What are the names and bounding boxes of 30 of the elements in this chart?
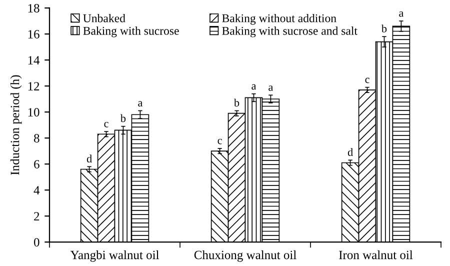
data-label: c [104,122,108,128]
y-tick-label: 6 [34,160,40,168]
y-tick-label: 0 [34,238,40,247]
data-label: a [268,86,274,91]
x-tick-label: Yangbi walnut oil [70,250,160,262]
data-label: b [234,98,240,107]
y-tick-label: 2 [34,212,40,220]
y-tick-label: 10 [28,108,40,116]
y-tick-label: 18 [28,4,40,12]
data-label: d [348,148,353,156]
y-axis-title: Induction period (h) [10,75,22,175]
data-label: c [218,138,222,144]
data-label: a [138,101,143,107]
legend-label: Baking with sucrose [83,26,179,38]
data-label: a [252,84,256,90]
y-tick-label: 12 [28,82,40,90]
legend-label: Unbaked [83,14,126,22]
legend-label: Baking with sucrose and salt [222,26,358,38]
data-label: c [365,78,370,84]
y-tick-label: 4 [34,186,40,194]
legend-label: Baking without addition [222,14,336,25]
y-tick-label: 14 [28,56,40,64]
data-label: b [381,24,387,32]
y-tick-label: 8 [34,134,40,142]
data-label: d [86,154,92,162]
data-label: b [120,114,126,122]
x-tick-label: Iron walnut oil [339,250,413,260]
y-tick-label: 16 [28,30,40,38]
data-label: a [399,11,404,17]
x-tick-label: Chuxiong walnut oil [194,250,296,262]
